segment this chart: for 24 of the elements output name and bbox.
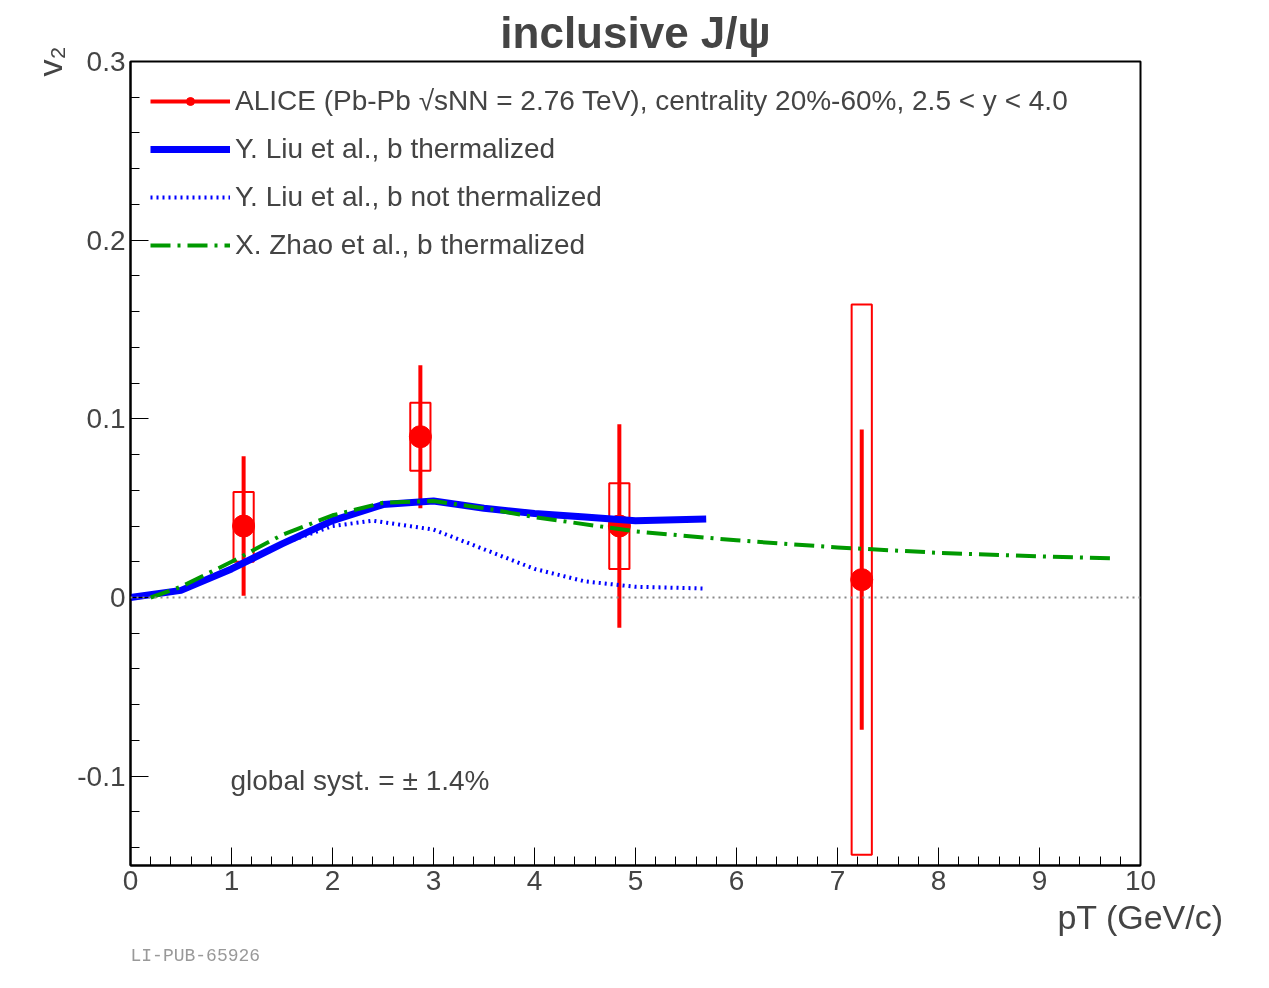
legend-label: Y. Liu et al., b thermalized [235,132,556,166]
legend-label: X. Zhao et al., b thermalized [235,228,586,262]
x-tick-label: 5 [627,864,644,896]
y-tick-label: 0.2 [86,224,126,256]
legend-label: ALICE (Pb-Pb √sNN = 2.76 TeV), centrality 20%-60%, 2.5 < y < 4.0 [235,84,1068,118]
y-tick-label: -0.1 [77,760,126,792]
x-tick-label: 7 [829,864,846,896]
chart-title: inclusive J/ψ [500,7,771,57]
y-axis-title: v₂ [31,46,70,77]
x-axis-title: pT (GeV/c) [1057,897,1224,936]
x-tick-label: 8 [930,864,947,896]
x-tick-label: 3 [425,864,442,896]
y-tick-label: 0 [109,582,126,613]
x-tick-label: 4 [526,864,543,896]
text: LI-PUB-65926 [130,945,261,966]
y-tick-label: 0.1 [86,403,126,435]
x-tick-label: 2 [324,864,341,896]
annotation: global syst. = ± 1.4% [230,764,490,796]
y-tick-label: 0.3 [86,46,126,77]
x-tick-label: 10 [1124,864,1157,896]
legend-label: Y. Liu et al., b not thermalized [235,180,602,214]
x-tick-label: 9 [1031,864,1048,896]
x-tick-label: 6 [728,864,745,896]
x-tick-label: 1 [223,864,240,896]
